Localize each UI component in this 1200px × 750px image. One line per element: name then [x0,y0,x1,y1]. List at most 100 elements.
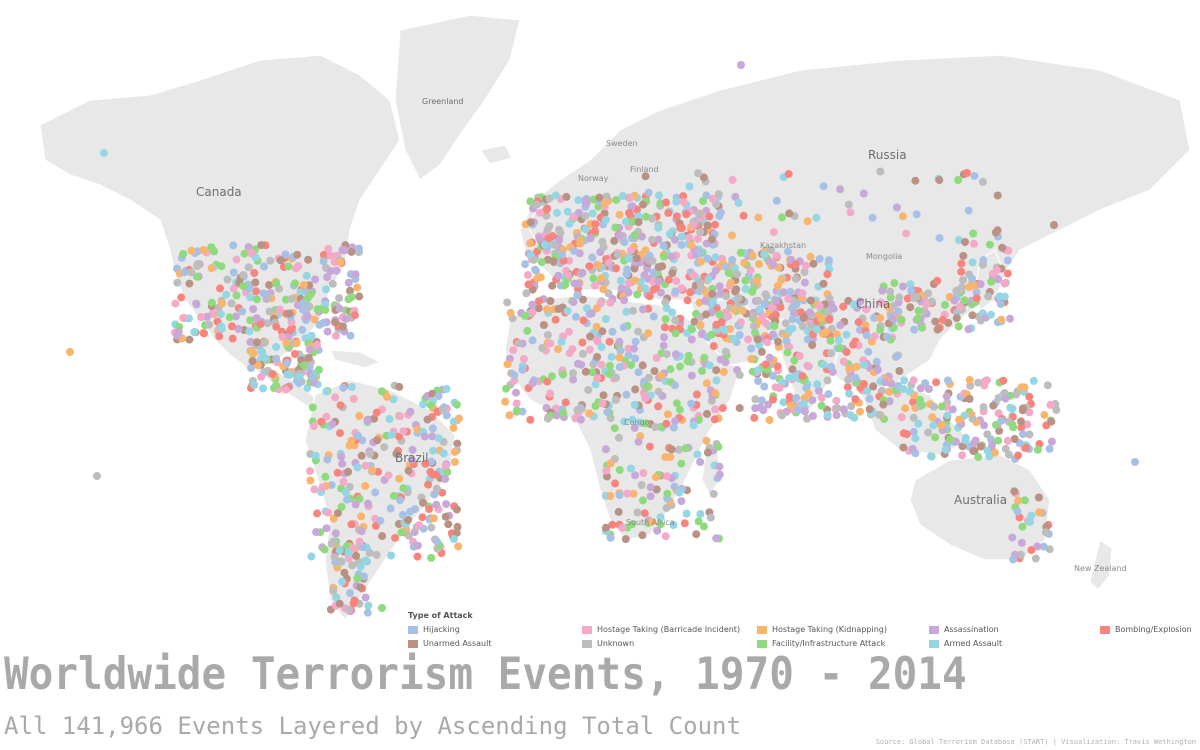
event-dot [432,500,441,509]
event-dot [798,322,807,331]
event-dot [399,427,408,436]
event-dot [701,296,710,305]
event-dot [546,297,555,305]
event-dot [754,213,763,222]
event-dot [721,347,730,356]
map-label-sweden: Sweden [606,139,638,148]
event-dot [310,315,319,324]
event-dot [800,268,809,277]
event-dot [985,240,994,249]
event-dot [645,442,654,451]
event-dot [344,554,353,563]
event-dot [662,304,671,313]
event-dot [850,413,859,422]
event-dot [593,374,602,383]
event-dot [573,406,582,415]
event-dot [557,337,566,346]
land-europe-asia [519,54,1191,401]
event-dot [928,413,937,422]
event-dot [210,247,219,256]
event-dot [293,250,302,259]
event-dot [565,327,573,336]
event-dot [909,376,918,385]
event-dot [398,510,407,519]
event-dot [644,373,653,382]
event-dot [432,470,440,479]
event-dot [750,413,759,422]
event-dot [790,372,799,381]
event-dot [627,202,636,211]
event-dot [450,447,459,456]
event-dot [295,379,304,388]
event-dot [937,421,946,430]
event-dot [839,357,848,366]
event-dot [639,305,647,314]
event-dot [259,384,267,393]
event-dot [707,330,716,339]
event-dot [347,436,356,445]
event-dot [585,262,594,271]
event-dot [648,235,657,244]
event-dot [772,196,781,205]
legend-label: Hijacking [423,625,460,634]
event-dot [661,532,670,541]
event-dot [606,533,615,542]
event-dot [432,537,441,546]
event-dot [322,412,331,421]
event-dot [918,323,927,332]
event-dot [906,303,915,312]
event-dot [355,412,364,420]
event-dot [1020,496,1029,505]
event-dot [954,176,963,184]
legend-swatch [929,625,939,634]
event-dot [187,246,196,255]
event-dot [683,357,692,366]
event-dot [361,593,370,602]
event-dot [638,361,647,370]
event-dot [974,378,983,387]
legend-item-assassination: Assassination [929,625,999,634]
map-label-china: China [856,297,891,311]
event-dot [809,259,818,268]
event-dot [994,275,1002,284]
event-dot [751,395,760,404]
event-dot [387,430,396,439]
event-dot [741,285,750,293]
event-dot [899,443,908,452]
event-dot [617,284,626,293]
event-dot [843,383,852,392]
event-dot [622,390,631,399]
attack-type-legend: Type of Attack Hijacking Unarmed Assault… [405,611,1200,651]
event-dot [660,323,669,332]
event-dot [298,325,307,334]
event-dot [407,455,416,464]
event-dot [272,322,281,331]
event-dot [353,283,362,292]
event-dot [731,192,740,201]
event-dot [593,353,602,361]
legend-label: Unknown [597,639,635,648]
event-dot [639,469,648,478]
event-dot [218,299,227,308]
event-dot [66,348,74,356]
event-dot [579,349,587,358]
event-dot [234,324,243,333]
legend-swatch [929,639,939,648]
event-dot [338,322,347,331]
event-dot [669,423,678,432]
event-dot [1050,221,1058,229]
event-dot [675,445,683,454]
event-dot [757,396,766,405]
legend-item-hostage-barricade: Hostage Taking (Barricade Incident) [582,625,740,634]
event-dot [591,227,600,236]
event-dot [434,434,443,443]
event-dot [664,208,673,217]
event-dot [326,267,335,276]
event-dot [864,347,873,356]
event-dot [956,302,965,311]
event-dot [427,523,436,532]
event-dot [711,389,720,398]
event-dot [641,284,650,293]
event-dot [349,394,358,403]
event-dot [331,318,340,327]
